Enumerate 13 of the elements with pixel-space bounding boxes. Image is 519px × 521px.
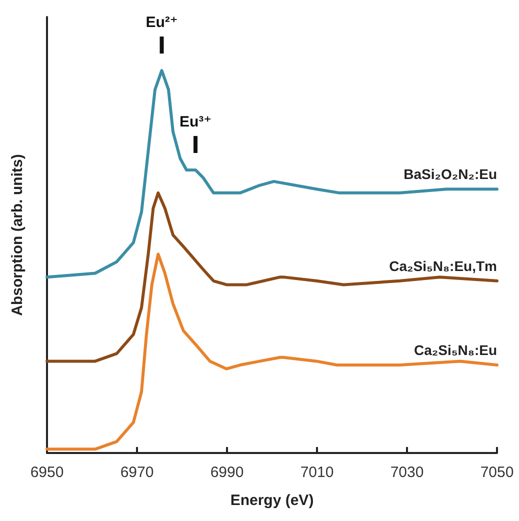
x-tick-label: 6970 (120, 464, 154, 481)
y-axis-title: Absorption (arb. units) (9, 154, 26, 316)
x-tick-label: 7030 (390, 464, 424, 481)
series-label: Ca₂Si₅N₈:Eu,Tm (389, 258, 497, 274)
series-label: Ca₂Si₅N₈:Eu (414, 342, 497, 358)
x-tick-label: 7050 (480, 464, 514, 481)
x-axis-title: Energy (eV) (230, 492, 314, 509)
annotation: Eu²⁺ (146, 14, 178, 32)
x-tick-label: 6950 (30, 464, 64, 481)
x-tick-label: 7010 (300, 464, 334, 481)
annotation: Eu³⁺ (179, 113, 212, 130)
series-label: BaSi₂O₂N₂:Eu (404, 166, 497, 182)
x-tick-label: 6990 (210, 464, 244, 481)
